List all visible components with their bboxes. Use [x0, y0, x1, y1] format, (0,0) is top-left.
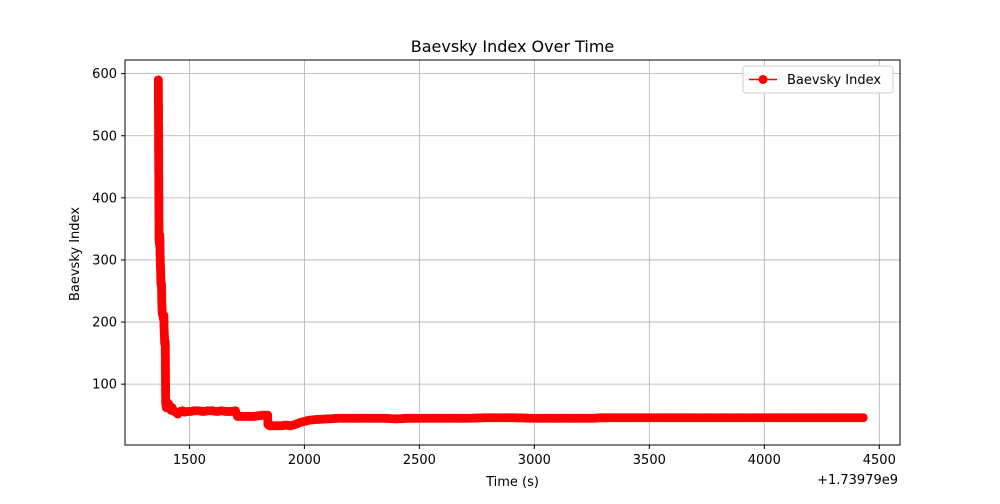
x-tick-label: 2500 [403, 453, 436, 468]
y-tick-label: 300 [92, 253, 117, 268]
y-tick-label: 200 [92, 316, 117, 331]
series-layer [153, 75, 868, 431]
legend: Baevsky Index [742, 65, 894, 94]
x-axis-offset-label: +1.73979e9 [817, 473, 898, 488]
x-tick-label: 1500 [173, 453, 206, 468]
series-markers [153, 75, 868, 431]
y-tick-label: 500 [92, 129, 117, 144]
x-tick-label: 3000 [518, 453, 551, 468]
y-tick-label: 600 [92, 67, 117, 82]
x-tick-label: 4000 [748, 453, 781, 468]
x-tick-label: 4500 [863, 453, 896, 468]
y-axis-label: Baevsky Index [68, 207, 83, 301]
plot-frame [124, 59, 901, 446]
chart-title: Baevsky Index Over Time [411, 37, 615, 56]
legend-label: Baevsky Index [787, 73, 881, 88]
y-tick-label: 400 [92, 191, 117, 206]
x-tick-label: 2000 [288, 453, 321, 468]
tick-layer: 1500 2000 2500 3000 3500 4000 4500 100 200 300 400… [92, 67, 896, 468]
x-axis-label: Time (s) [485, 475, 539, 490]
legend-marker [758, 75, 768, 84]
grid-lines [125, 60, 900, 445]
x-tick-label: 3500 [633, 453, 666, 468]
data-point [858, 413, 868, 423]
y-tick-label: 100 [92, 378, 117, 393]
legend-box [742, 65, 894, 94]
